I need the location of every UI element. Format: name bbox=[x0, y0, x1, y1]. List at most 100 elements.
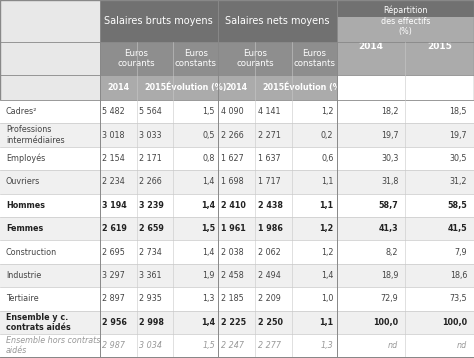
Text: 18,5: 18,5 bbox=[450, 107, 467, 116]
Text: nd: nd bbox=[457, 341, 467, 350]
Text: 58,7: 58,7 bbox=[379, 201, 398, 210]
Text: 1,4: 1,4 bbox=[201, 201, 215, 210]
Text: 8,2: 8,2 bbox=[386, 248, 398, 257]
Text: 1,5: 1,5 bbox=[202, 107, 215, 116]
Text: 1,1: 1,1 bbox=[319, 318, 333, 327]
Text: Euros
courants: Euros courants bbox=[236, 49, 274, 68]
Text: 1,5: 1,5 bbox=[201, 224, 215, 233]
Text: 2 956: 2 956 bbox=[102, 318, 128, 327]
Text: 2 038: 2 038 bbox=[221, 248, 244, 257]
Text: 2 171: 2 171 bbox=[139, 154, 162, 163]
Bar bbox=[0, 170, 474, 194]
Text: 1 717: 1 717 bbox=[258, 178, 281, 187]
Text: 2 458: 2 458 bbox=[221, 271, 244, 280]
Text: 1,3: 1,3 bbox=[202, 294, 215, 303]
Text: 31,2: 31,2 bbox=[450, 178, 467, 187]
Text: Euros
courants: Euros courants bbox=[118, 49, 155, 68]
Text: Évolution (%): Évolution (%) bbox=[165, 83, 226, 92]
Text: 0,2: 0,2 bbox=[321, 131, 333, 140]
Text: Tertiaire: Tertiaire bbox=[6, 294, 38, 303]
Text: Euros
constants: Euros constants bbox=[175, 49, 217, 68]
Text: 2 250: 2 250 bbox=[258, 318, 283, 327]
Text: 1,4: 1,4 bbox=[202, 178, 215, 187]
Text: 30,5: 30,5 bbox=[450, 154, 467, 163]
Text: 1,4: 1,4 bbox=[201, 318, 215, 327]
Text: 58,5: 58,5 bbox=[447, 201, 467, 210]
Bar bbox=[100, 42, 218, 75]
Text: 3 239: 3 239 bbox=[139, 201, 164, 210]
Text: 1 627: 1 627 bbox=[221, 154, 244, 163]
Text: 1 986: 1 986 bbox=[258, 224, 283, 233]
Text: 4 141: 4 141 bbox=[258, 107, 281, 116]
Bar bbox=[0, 217, 474, 240]
Text: 1 637: 1 637 bbox=[258, 154, 281, 163]
Bar bbox=[0, 124, 474, 147]
Text: 18,6: 18,6 bbox=[450, 271, 467, 280]
Text: 2 734: 2 734 bbox=[139, 248, 162, 257]
Bar bbox=[0, 310, 474, 334]
Bar bbox=[0, 287, 474, 310]
Text: 2 659: 2 659 bbox=[139, 224, 164, 233]
Text: 2 185: 2 185 bbox=[221, 294, 244, 303]
Text: 19,7: 19,7 bbox=[449, 131, 467, 140]
Text: Professions
intermédiaires: Professions intermédiaires bbox=[6, 125, 64, 145]
Text: 2015: 2015 bbox=[144, 83, 166, 92]
Text: 2 266: 2 266 bbox=[139, 178, 162, 187]
Bar bbox=[100, 75, 218, 100]
Text: 1 961: 1 961 bbox=[221, 224, 246, 233]
Text: 1,4: 1,4 bbox=[321, 271, 333, 280]
Text: 3 034: 3 034 bbox=[139, 341, 163, 350]
Text: 100,0: 100,0 bbox=[442, 318, 467, 327]
Text: 2 935: 2 935 bbox=[139, 294, 162, 303]
Bar bbox=[0, 100, 474, 124]
Text: 1,2: 1,2 bbox=[321, 107, 333, 116]
Text: 2014: 2014 bbox=[107, 83, 129, 92]
Text: Employés: Employés bbox=[6, 154, 45, 163]
Text: 1,3: 1,3 bbox=[321, 341, 333, 350]
Text: 2 277: 2 277 bbox=[258, 341, 281, 350]
Text: 4 090: 4 090 bbox=[221, 107, 244, 116]
Text: Salaires nets moyens: Salaires nets moyens bbox=[225, 16, 329, 26]
Text: 2 998: 2 998 bbox=[139, 318, 164, 327]
Text: 1,2: 1,2 bbox=[321, 248, 333, 257]
Text: 0,5: 0,5 bbox=[202, 131, 215, 140]
Text: Femmes: Femmes bbox=[6, 224, 43, 233]
Text: 2 438: 2 438 bbox=[258, 201, 283, 210]
Text: 73,5: 73,5 bbox=[449, 294, 467, 303]
Text: 18,9: 18,9 bbox=[381, 271, 398, 280]
Bar bbox=[218, 75, 337, 100]
Text: 2014: 2014 bbox=[358, 42, 383, 50]
Bar bbox=[0, 194, 474, 217]
Text: Évolution (%): Évolution (%) bbox=[284, 83, 345, 92]
Text: 7,9: 7,9 bbox=[455, 248, 467, 257]
Text: 2014: 2014 bbox=[226, 83, 247, 92]
Bar bbox=[218, 42, 337, 75]
Text: 3 194: 3 194 bbox=[102, 201, 127, 210]
Bar bbox=[0, 334, 474, 357]
Text: 5 564: 5 564 bbox=[139, 107, 162, 116]
Text: 1,9: 1,9 bbox=[202, 271, 215, 280]
Text: 1 698: 1 698 bbox=[221, 178, 244, 187]
Text: 31,8: 31,8 bbox=[381, 178, 398, 187]
Text: 1,1: 1,1 bbox=[321, 178, 333, 187]
Text: 3 033: 3 033 bbox=[139, 131, 162, 140]
Text: 41,3: 41,3 bbox=[379, 224, 398, 233]
Text: 1,5: 1,5 bbox=[202, 341, 215, 350]
Text: 2015: 2015 bbox=[263, 83, 284, 92]
Text: 2 897: 2 897 bbox=[102, 294, 125, 303]
Text: Euros
constants: Euros constants bbox=[293, 49, 335, 68]
Text: 0,6: 0,6 bbox=[321, 154, 333, 163]
Text: 2 209: 2 209 bbox=[258, 294, 281, 303]
Text: 2 154: 2 154 bbox=[102, 154, 125, 163]
Text: 2 987: 2 987 bbox=[102, 341, 126, 350]
Text: 2 225: 2 225 bbox=[221, 318, 246, 327]
Text: 2 234: 2 234 bbox=[102, 178, 125, 187]
Text: Construction: Construction bbox=[6, 248, 57, 257]
Bar bbox=[0, 240, 474, 264]
Text: 2 619: 2 619 bbox=[102, 224, 128, 233]
Text: 3 018: 3 018 bbox=[102, 131, 125, 140]
Text: 72,9: 72,9 bbox=[381, 294, 398, 303]
Text: nd: nd bbox=[388, 341, 398, 350]
Text: Cadres²: Cadres² bbox=[6, 107, 37, 116]
Text: Répartition
des effectifs
(%): Répartition des effectifs (%) bbox=[381, 6, 430, 36]
